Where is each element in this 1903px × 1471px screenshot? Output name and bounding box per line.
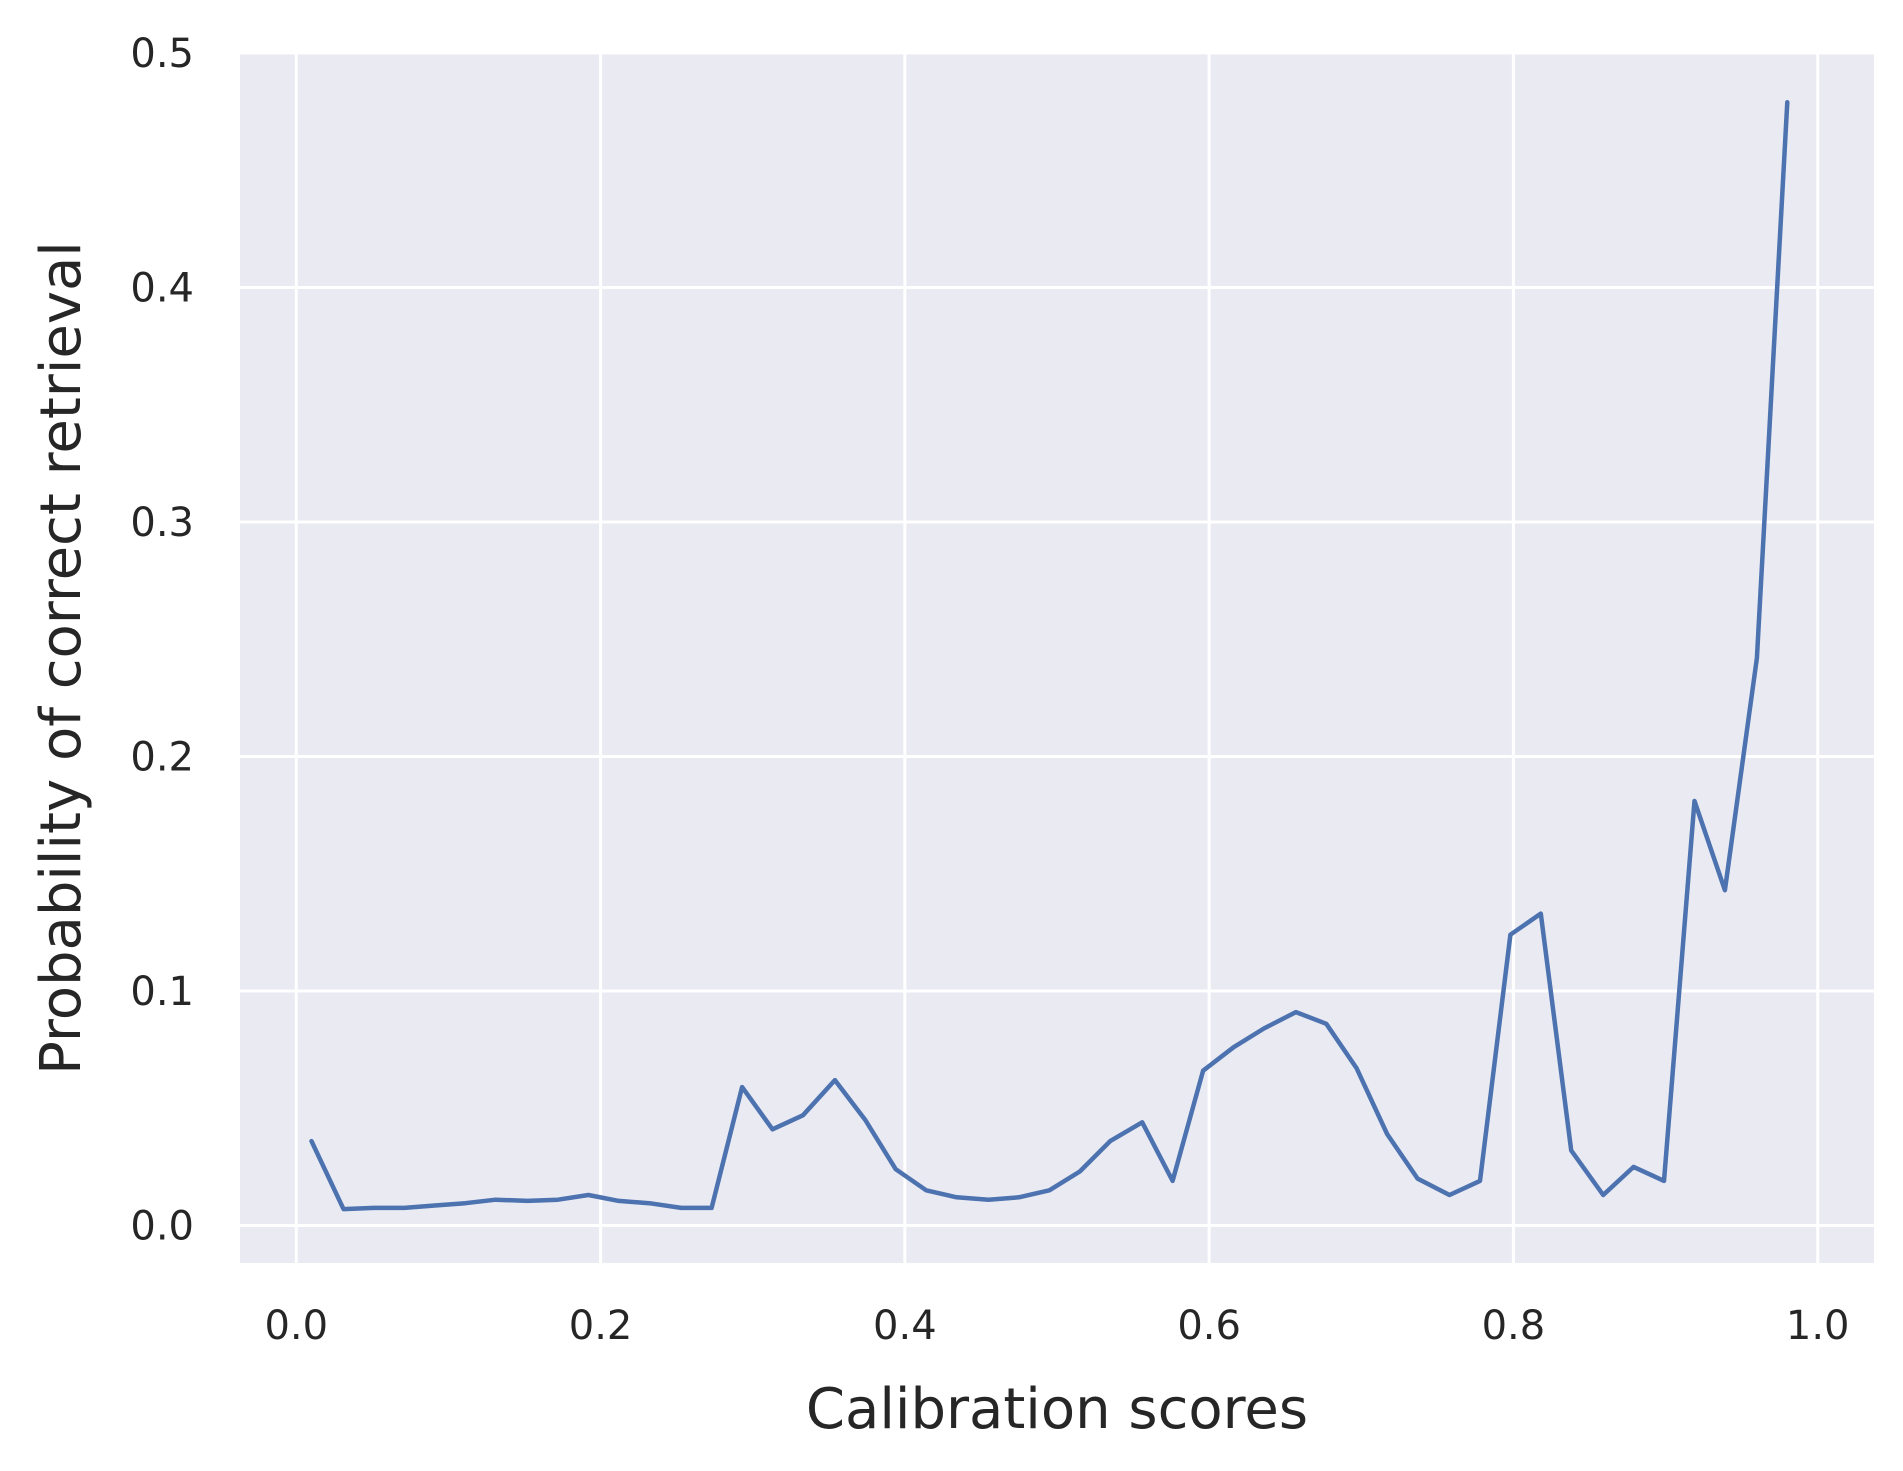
x-axis-ticks: 0.0 0.2 0.4 0.6 0.8 1.0 — [264, 1303, 1849, 1349]
x-tick-label: 0.8 — [1482, 1303, 1546, 1349]
grid — [240, 51, 1874, 1263]
x-tick-label: 0.2 — [569, 1303, 633, 1349]
x-tick-label: 0.6 — [1177, 1303, 1241, 1349]
y-tick-label: 0.3 — [130, 500, 194, 546]
y-tick-label: 0.2 — [130, 734, 194, 780]
x-tick-label: 0.0 — [264, 1303, 328, 1349]
y-tick-label: 0.1 — [130, 969, 194, 1015]
x-axis-label: Calibration scores — [806, 1377, 1308, 1442]
y-tick-label: 0.0 — [130, 1203, 194, 1249]
plot-background — [240, 53, 1874, 1263]
y-tick-label: 0.5 — [130, 31, 194, 77]
x-tick-label: 0.4 — [873, 1303, 937, 1349]
x-tick-label: 1.0 — [1786, 1303, 1850, 1349]
y-axis-label: Probability of correct retrieval — [29, 241, 94, 1075]
series-line — [309, 99, 1790, 1212]
y-axis-ticks: 0.0 0.1 0.2 0.3 0.4 0.5 — [130, 31, 194, 1249]
y-tick-label: 0.4 — [130, 265, 194, 311]
